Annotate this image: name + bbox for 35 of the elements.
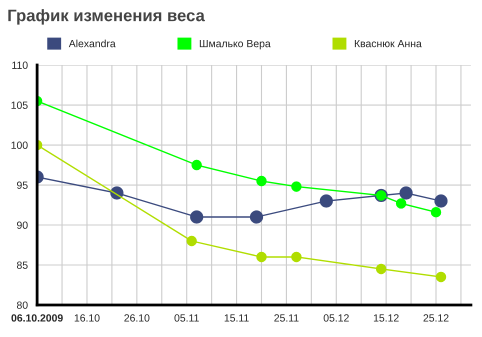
point <box>291 181 302 192</box>
x-tick-label: 06.10.2009 <box>11 314 63 322</box>
point <box>436 272 446 282</box>
x-tick-label: 15.12 <box>374 314 399 322</box>
chart-title: График изменения веса <box>8 9 205 25</box>
legend-label: Кваснюк Анна <box>354 40 422 48</box>
point <box>191 160 202 170</box>
y-tick-label: 90 <box>16 222 28 229</box>
point <box>186 236 197 246</box>
point <box>399 186 413 200</box>
y-tick-label: 105 <box>12 102 28 109</box>
point <box>376 264 386 274</box>
legend-label: Alexandra <box>68 40 116 48</box>
point <box>320 194 333 208</box>
x-tick-label: 16.10 <box>74 314 100 322</box>
x-tick-label: 25.12 <box>424 314 449 322</box>
y-tick-label: 100 <box>12 142 28 149</box>
x-tick-label: 25.11 <box>274 314 299 322</box>
point <box>256 176 267 186</box>
point <box>256 252 267 262</box>
x-tick-label: 05.11 <box>174 314 199 322</box>
point <box>396 198 406 209</box>
point <box>430 207 442 218</box>
legend-label: Шмалько Вера <box>200 40 271 50</box>
point <box>291 252 302 262</box>
y-tick-label: 110 <box>12 62 28 69</box>
point <box>434 194 448 208</box>
y-tick-label: 95 <box>16 182 28 189</box>
point <box>190 210 204 224</box>
x-tick-label: 05.12 <box>324 314 349 322</box>
y-tick-label: 85 <box>16 261 28 269</box>
y-tick-label: 80 <box>16 301 28 309</box>
x-tick-label: 26.10 <box>124 314 150 322</box>
x-tick-label: 15.11 <box>224 314 249 322</box>
point <box>250 210 264 224</box>
